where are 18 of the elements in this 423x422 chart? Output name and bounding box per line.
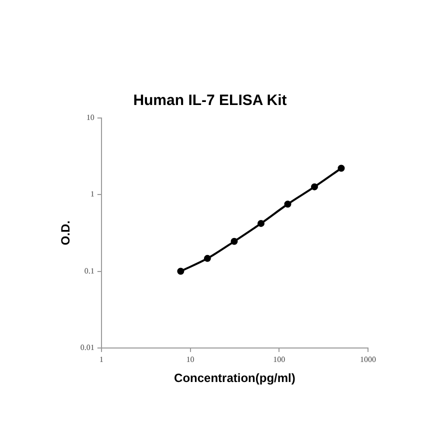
point [257, 220, 264, 227]
y-tick-label: 0.1 [84, 266, 94, 276]
point [204, 254, 211, 262]
point [177, 268, 184, 275]
chart-title: Human IL-7 ELISA Kit [132, 92, 288, 109]
point [310, 183, 318, 190]
x-axis-title: Concentration(pg/ml) [174, 371, 296, 386]
point [230, 238, 238, 245]
y-axis-title: O.D. [58, 220, 73, 246]
x-tick-label: 10 [186, 354, 194, 364]
x-tick-label: 1 [99, 354, 104, 364]
y-tick-label: 1 [90, 190, 94, 199]
y-tick-label: 0.01 [80, 343, 94, 352]
point [284, 200, 292, 208]
x-tick-label: 1000 [360, 354, 376, 364]
y-tick-label: 10 [86, 112, 94, 122]
x-tick-label: 100 [273, 354, 286, 364]
point [338, 164, 345, 172]
